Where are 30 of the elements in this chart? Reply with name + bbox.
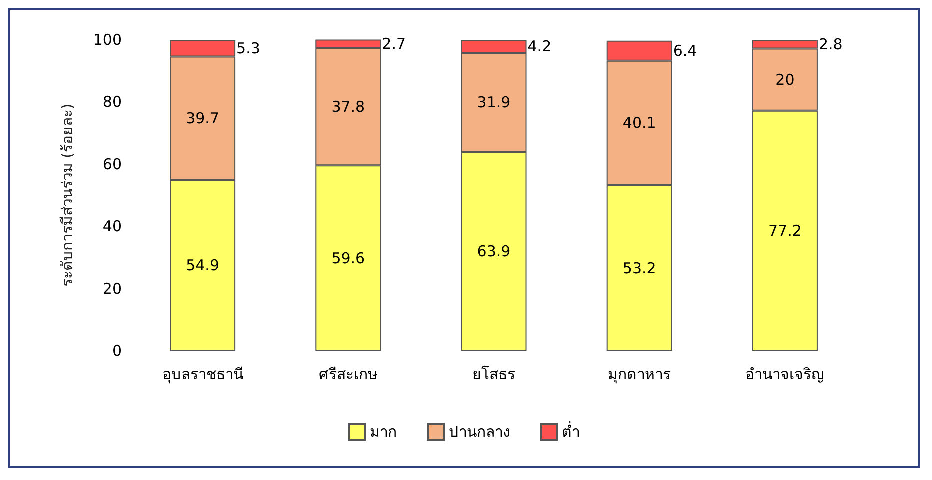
- x-tick-label: อำนาจเจริญ: [746, 366, 825, 384]
- data-label: 63.9: [477, 242, 511, 261]
- y-axis-title: ระดับการมีส่วนร่วม (ร้อยละ): [58, 104, 76, 288]
- x-tick-label: อุบลราชธานี: [162, 366, 244, 384]
- data-label: 53.2: [622, 259, 656, 278]
- x-tick-label: ศรีสะเกษ: [318, 366, 378, 384]
- data-label: 37.8: [332, 98, 366, 116]
- data-label: 2.7: [382, 34, 406, 53]
- data-label: 5.3: [236, 40, 260, 58]
- data-label: 4.2: [528, 38, 552, 56]
- y-tick-label: 60: [102, 155, 122, 174]
- data-label: 31.9: [477, 94, 511, 112]
- data-label: 20: [776, 70, 795, 89]
- legend-label: ปานกลาง: [449, 423, 510, 441]
- legend-label: ต่ำ: [562, 421, 580, 441]
- x-tick-label: มุกดาหาร: [608, 366, 672, 384]
- y-tick-label: 80: [102, 93, 122, 112]
- data-label: 54.9: [186, 256, 220, 275]
- data-label: 40.1: [622, 114, 656, 132]
- data-label: 2.8: [818, 35, 843, 54]
- y-tick-label: 100: [93, 31, 122, 49]
- y-tick-label: 0: [112, 342, 122, 360]
- legend-label: มาก: [370, 423, 397, 441]
- y-tick-label: 20: [102, 280, 122, 298]
- data-label: 59.6: [332, 249, 366, 268]
- x-tick-label: ยโสธร: [472, 366, 516, 384]
- data-label: 77.2: [768, 222, 802, 240]
- data-label: 6.4: [673, 42, 698, 60]
- y-tick-label: 40: [102, 218, 122, 236]
- data-label: 39.7: [186, 110, 220, 128]
